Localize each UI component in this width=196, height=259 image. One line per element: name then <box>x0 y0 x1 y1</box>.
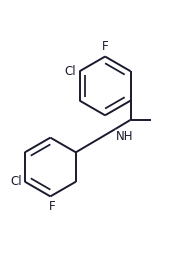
Text: F: F <box>49 200 56 213</box>
Text: NH: NH <box>116 130 134 143</box>
Text: F: F <box>102 40 108 53</box>
Text: Cl: Cl <box>64 65 76 78</box>
Text: Cl: Cl <box>10 175 22 188</box>
